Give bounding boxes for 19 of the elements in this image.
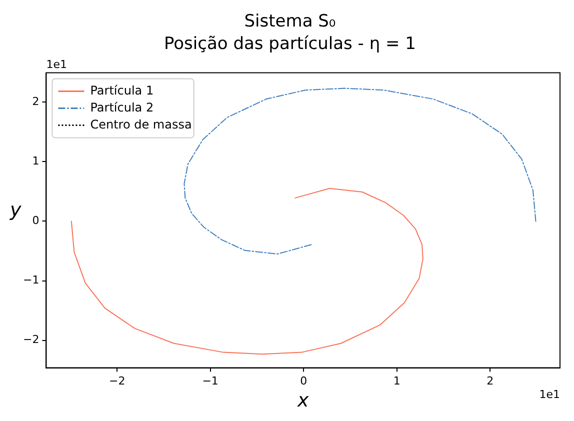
text: 1e1 <box>46 58 67 72</box>
x-tick-label: 0 <box>300 374 308 388</box>
y-tick-label: 2 <box>32 94 40 108</box>
legend-label: Partícula 2 <box>90 100 154 114</box>
y-tick-label: 1 <box>32 154 40 168</box>
y-axis-title: y <box>9 199 22 222</box>
text: 1e1 <box>539 388 560 402</box>
x-axis-title: x <box>296 389 310 412</box>
y-tick-label: −1 <box>22 274 40 287</box>
x-tick-label: 2 <box>486 374 494 388</box>
legend-label: Partícula 1 <box>90 83 154 98</box>
chart-title: Sistema S₀ <box>244 12 336 32</box>
x-tick-label: −1 <box>202 374 218 388</box>
x-tick-label: 1 <box>393 374 400 388</box>
legend-label: Centro de massa <box>90 117 192 132</box>
y-tick-label: −2 <box>22 333 40 346</box>
chart-subtitle: Posição das partículas - η = 1 <box>164 34 416 54</box>
x-tick-label: −2 <box>108 374 126 388</box>
y-tick-label: 0 <box>32 214 40 228</box>
